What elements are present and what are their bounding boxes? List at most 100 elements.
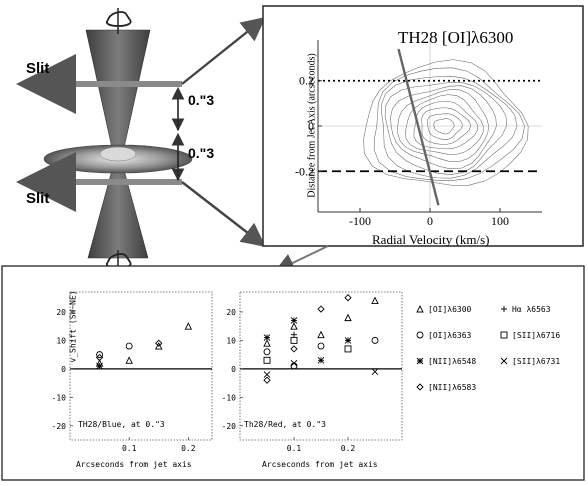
- contour-level-2: [373, 67, 525, 181]
- scatter1-title: TH28/Blue, at 0."3: [78, 420, 165, 429]
- data-point-diamond: [290, 345, 298, 353]
- legend-marker-triangle: [416, 304, 424, 313]
- data-point-diamond: [95, 353, 104, 362]
- legend-marker-square: [500, 331, 508, 339]
- scatter1-xlabel: Arcseconds from jet axis: [76, 460, 192, 469]
- legend: [OI]λ6300 Hα λ6563 [OI]λ6363 [SII]λ6716 [NII…: [416, 304, 560, 392]
- contour-level-11: [433, 118, 455, 135]
- data-point-star: [290, 317, 298, 324]
- zoom-connector-lower: [181, 181, 266, 247]
- legend-label: [SII]λ6716: [512, 331, 560, 340]
- contour-ylabel: Distance from Jet Axis (arcseconds): [306, 53, 318, 198]
- scatter2-title: Th28/Red, at 0."3: [244, 420, 326, 429]
- data-point-diamond: [344, 294, 352, 302]
- ytick-label: 0: [61, 365, 66, 374]
- ytick-label: -10: [222, 393, 237, 402]
- scatter1-ylabel: v_Shift (SW−NE): [68, 290, 78, 363]
- contour-ytick-label: 0.2: [299, 74, 314, 88]
- legend-marker-circle: [416, 331, 424, 339]
- contour-level-6: [397, 89, 489, 162]
- contour-xtick-label: 0: [427, 214, 433, 228]
- slit-label-upper: Slit: [26, 60, 50, 77]
- contour-xtick-label: -100: [349, 214, 371, 228]
- data-point-x: [263, 371, 271, 378]
- contour-ytick-label: 0: [308, 119, 314, 133]
- xtick-label: 0.2: [341, 444, 356, 453]
- fit-line: [397, 48, 440, 206]
- data-point-diamond: [317, 305, 325, 313]
- data-point-triangle: [290, 322, 298, 330]
- data-point-star: [96, 362, 103, 370]
- data-point-triangle: [344, 313, 352, 322]
- contour-level-10: [427, 113, 463, 140]
- rotation-arrow-top-icon: [105, 11, 132, 27]
- data-point-x: [371, 368, 379, 376]
- data-point-triangle: [125, 356, 133, 364]
- legend-label: [SII]λ6731: [512, 357, 560, 366]
- contour-level-7: [405, 94, 484, 155]
- contour-level-3: [381, 75, 518, 179]
- jet-upper-lobe: [85, 29, 151, 149]
- contour-level-1: [363, 59, 529, 186]
- data-point-x: [290, 359, 298, 367]
- central-star: [99, 146, 137, 162]
- data-point-square: [290, 336, 298, 344]
- data-point-diamond: [263, 376, 271, 384]
- contour-title: TH28 [OI]λ6300: [398, 28, 514, 47]
- ytick-label: 20: [56, 308, 66, 317]
- legend-label: [OI]λ6363: [428, 331, 472, 340]
- data-point-triangle: [371, 296, 379, 304]
- separation-label-upper: 0."3: [188, 92, 215, 108]
- data-point-circle: [371, 336, 379, 344]
- data-point-circle: [263, 348, 271, 356]
- data-point-diamond: [155, 339, 163, 347]
- legend-marker-plus: [501, 306, 507, 312]
- contour-plot: -100 0 100 0.2 0 -0.2: [295, 40, 542, 228]
- legend-label: [NII]λ6548: [428, 357, 476, 366]
- ytick-label: -10: [52, 393, 67, 402]
- data-point-star: [317, 356, 325, 364]
- data-point-star: [263, 334, 271, 341]
- data-point-triangle: [317, 330, 325, 339]
- legend-label: Hα λ6563: [512, 305, 551, 314]
- ytick-label: 10: [226, 336, 236, 345]
- data-point-star: [344, 337, 352, 344]
- contour-ytick-label: -0.2: [295, 164, 314, 178]
- legend-label: [OI]λ6300: [428, 305, 472, 314]
- plot-frame: [69, 291, 213, 441]
- scatter-plot-blue: 20 10 0 -10 -20 0.1 0.2: [52, 291, 213, 453]
- data-point-circle: [96, 351, 104, 359]
- xtick-label: 0.1: [122, 444, 137, 453]
- plot-frame: [239, 291, 403, 441]
- ytick-label: -20: [52, 422, 67, 431]
- contour-level-4: [384, 82, 507, 175]
- slit-label-lower: Slit: [26, 190, 50, 207]
- zoom-connector-upper: [181, 17, 266, 85]
- data-point-square: [263, 356, 271, 364]
- ytick-label: 0: [231, 365, 236, 374]
- data-point-circle: [317, 342, 325, 350]
- data-point-triangle: [263, 339, 271, 347]
- jet-schematic: [15, 8, 266, 278]
- contour-xtick-label: 100: [491, 214, 509, 228]
- legend-marker-star: [416, 357, 424, 365]
- scatter-plot-red: 20 10 0 -10 -20 0.1 0.2: [222, 291, 403, 453]
- scatter-panel-frame: [1, 265, 585, 481]
- xtick-label: 0.2: [181, 444, 196, 453]
- separation-label-lower: 0."3: [188, 145, 215, 161]
- legend-marker-x: [500, 357, 508, 365]
- data-point-triangle: [155, 342, 163, 350]
- ytick-label: 20: [226, 308, 236, 317]
- contour-level-9: [421, 107, 471, 145]
- contour-xlabel: Radial Velocity (km/s): [372, 232, 490, 247]
- scatter2-xlabel: Arcseconds from jet axis: [262, 460, 378, 469]
- ytick-label: -20: [222, 422, 237, 431]
- data-point-plus: [291, 331, 297, 338]
- data-point-triangle: [184, 322, 193, 330]
- legend-marker-diamond: [416, 383, 424, 391]
- contour-level-8: [413, 100, 479, 150]
- data-point-square: [344, 345, 352, 353]
- data-point-circle: [125, 342, 133, 350]
- legend-label: [NII]λ6583: [428, 383, 476, 392]
